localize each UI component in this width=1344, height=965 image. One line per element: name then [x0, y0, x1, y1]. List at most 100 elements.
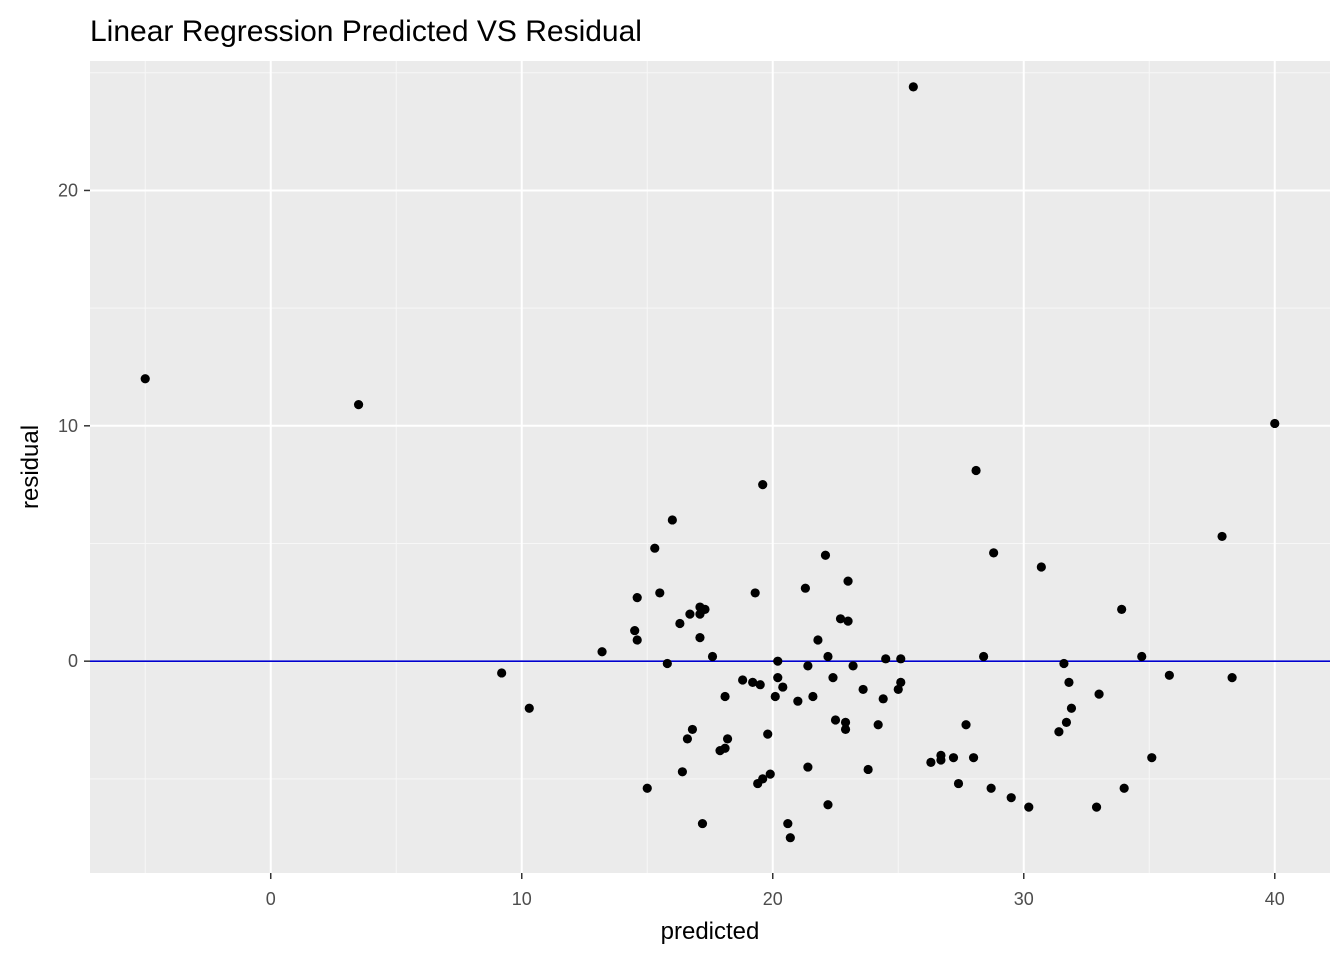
data-point: [722, 734, 733, 744]
data-point: [720, 743, 730, 753]
data-point: [840, 724, 851, 735]
y-axis-title: residual: [17, 425, 44, 509]
data-point: [685, 609, 695, 619]
data-point: [1024, 802, 1034, 812]
data-point: [770, 691, 780, 702]
data-point: [630, 625, 640, 636]
data-point: [662, 658, 672, 669]
data-point: [953, 778, 964, 789]
data-point: [936, 755, 946, 765]
x-tick-label: 10: [512, 889, 532, 909]
data-point: [697, 818, 708, 829]
data-point: [1217, 531, 1227, 542]
data-point: [948, 753, 959, 763]
x-tick-label: 30: [1014, 889, 1034, 909]
data-point: [989, 548, 999, 558]
data-point: [820, 550, 831, 560]
data-point: [896, 677, 906, 687]
data-point: [1061, 717, 1072, 727]
data-point: [828, 673, 838, 683]
data-point: [650, 543, 660, 553]
data-point: [758, 774, 768, 784]
data-point: [863, 764, 873, 775]
data-point: [848, 661, 858, 671]
data-point: [755, 680, 765, 690]
data-point: [677, 767, 687, 777]
data-point: [1091, 802, 1102, 812]
data-point: [778, 682, 788, 692]
data-point: [783, 818, 793, 829]
data-point: [353, 400, 364, 410]
data-point: [823, 800, 833, 810]
y-tick-label: 20: [58, 180, 78, 200]
data-point: [700, 604, 710, 614]
data-point: [695, 633, 705, 643]
data-point: [835, 614, 846, 624]
data-point: [968, 753, 979, 763]
data-point: [1147, 753, 1157, 763]
data-point: [1227, 673, 1237, 683]
data-point: [1119, 783, 1129, 793]
data-point: [632, 593, 642, 603]
data-point: [830, 715, 841, 725]
data-point: [878, 694, 888, 704]
x-tick-label: 20: [763, 889, 783, 909]
data-point: [1054, 727, 1064, 737]
data-point: [1036, 562, 1046, 572]
data-point: [881, 654, 891, 664]
x-tick-label: 40: [1265, 889, 1285, 909]
data-point: [813, 635, 823, 645]
data-point: [873, 720, 883, 730]
y-tick-label: 0: [68, 651, 78, 671]
data-point: [682, 734, 693, 744]
data-point: [893, 684, 903, 695]
data-point: [840, 717, 851, 727]
data-point: [1094, 689, 1104, 699]
data-point: [763, 729, 773, 739]
data-point: [655, 588, 665, 598]
data-point: [1117, 604, 1127, 614]
data-point: [758, 480, 768, 490]
data-point: [800, 583, 810, 593]
data-point: [675, 618, 685, 629]
data-point: [497, 668, 507, 678]
data-point: [1064, 677, 1074, 687]
data-point: [1066, 703, 1077, 713]
data-point: [803, 661, 813, 671]
data-point: [773, 673, 783, 683]
data-point: [1164, 670, 1174, 680]
data-point: [765, 769, 775, 779]
data-point: [720, 691, 730, 702]
data-point: [1006, 793, 1016, 803]
data-point: [843, 576, 853, 586]
data-point: [803, 762, 813, 772]
data-point: [961, 720, 971, 730]
data-point: [773, 656, 783, 666]
data-point: [632, 635, 642, 645]
data-point: [843, 616, 853, 626]
data-point: [707, 651, 718, 662]
chart-title: Linear Regression Predicted VS Residual: [90, 15, 642, 48]
data-point: [823, 651, 833, 662]
data-point: [979, 651, 989, 662]
plot-panel: [90, 61, 1330, 873]
data-point: [785, 833, 795, 843]
data-point: [738, 675, 748, 685]
y-tick-label: 10: [58, 416, 78, 436]
data-point: [524, 703, 534, 713]
data-point: [687, 724, 698, 735]
y-axis-ticks: 0 10 20: [58, 180, 90, 671]
data-point: [926, 757, 936, 767]
minor-gridlines: [90, 61, 1330, 873]
data-point: [908, 82, 918, 92]
data-point: [808, 691, 818, 702]
data-point: [750, 588, 760, 598]
data-point: [667, 515, 677, 525]
x-axis-title: predicted: [661, 918, 760, 945]
data-point: [858, 684, 868, 695]
data-point: [1137, 651, 1147, 662]
data-point: [1270, 418, 1280, 429]
data-point: [642, 783, 652, 793]
